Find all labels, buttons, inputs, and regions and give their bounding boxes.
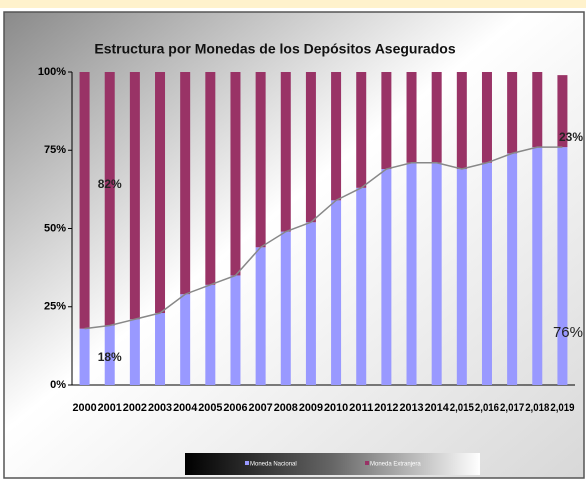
trend-line (84, 146, 563, 330)
chart-title: Estructura por Monedas de los Depósitos … (94, 41, 455, 57)
bar-segment (129, 72, 140, 320)
data-label: 82% (98, 177, 122, 191)
x-tick-label: 2004 (173, 402, 198, 414)
x-tick-label: 2008 (274, 402, 298, 414)
bar-segment (205, 72, 216, 285)
y-tick-label: 50% (44, 222, 66, 234)
bar-segment (230, 275, 241, 385)
bar-segment (356, 72, 367, 188)
data-label: 23% (559, 130, 583, 144)
bar-segment (532, 147, 543, 385)
x-tick-label: 2012 (374, 402, 398, 414)
bar-segment (557, 75, 568, 148)
bar-segment (431, 72, 442, 163)
x-tick-label: 2007 (249, 402, 273, 414)
y-tick-label: 100% (38, 66, 66, 78)
legend-swatch (245, 461, 249, 465)
bar-segment (456, 72, 467, 170)
bar-segment (305, 222, 316, 385)
x-tick-label: 2002 (123, 402, 147, 414)
bar-segment (205, 284, 216, 385)
x-tick-label: 2,015 (450, 402, 474, 414)
bar-segment (79, 72, 90, 329)
x-tick-label: 2,016 (475, 402, 499, 414)
x-tick-label: 2010 (324, 402, 348, 414)
top-strip (0, 0, 586, 8)
bar-segment (255, 72, 266, 248)
x-tick-label: 2,017 (500, 402, 524, 414)
legend-label: Moneda Extranjera (370, 462, 421, 468)
x-tick-label: 2005 (198, 402, 222, 414)
bar-segment (456, 169, 467, 385)
bar-segment (331, 200, 342, 385)
bar-segment (155, 72, 166, 314)
bar-segment (381, 72, 392, 170)
bar-segment (507, 153, 518, 385)
x-tick-label: 2009 (299, 402, 323, 414)
bar-segment (431, 162, 442, 385)
x-tick-label: 2003 (148, 402, 172, 414)
x-tick-label: 2014 (425, 402, 450, 414)
y-tick-label: 25% (44, 301, 66, 313)
x-tick-label: 2013 (399, 402, 423, 414)
bar-segment (481, 162, 492, 385)
bar-segment (180, 72, 191, 295)
bar-segment (381, 169, 392, 385)
bar-segment (406, 162, 417, 385)
x-tick-label: 2,019 (550, 402, 574, 414)
bar-segment (104, 325, 115, 385)
bar-segment (532, 72, 543, 148)
x-tick-label: 2,018 (525, 402, 549, 414)
bar-segment (280, 72, 291, 232)
legend-label: Moneda Nacional (250, 462, 297, 468)
bar-segment (79, 328, 90, 385)
y-tick-label: 75% (44, 144, 66, 156)
bar-segment (356, 187, 367, 385)
bar-segment (104, 72, 115, 326)
x-tick-label: 2001 (98, 402, 122, 414)
bar-segment (305, 72, 316, 223)
bar-segment (129, 319, 140, 385)
bar-segment (180, 294, 191, 385)
x-tick-label: 2011 (349, 402, 373, 414)
data-label: 76% (553, 324, 583, 341)
x-tick-label: 2006 (223, 402, 247, 414)
bar-segment (280, 231, 291, 385)
bar-segment (507, 72, 518, 154)
bar-segment (255, 247, 266, 385)
x-tick-label: 2000 (73, 402, 97, 414)
data-label: 18% (98, 350, 122, 364)
bar-segment (557, 147, 568, 385)
bar-segment (331, 72, 342, 201)
legend-box (185, 453, 480, 475)
bar-segment (481, 72, 492, 163)
bar-segment (406, 72, 417, 163)
y-tick-label: 0% (50, 379, 66, 391)
bar-segment (155, 313, 166, 385)
bar-segment (230, 72, 241, 276)
legend-swatch (365, 461, 369, 465)
